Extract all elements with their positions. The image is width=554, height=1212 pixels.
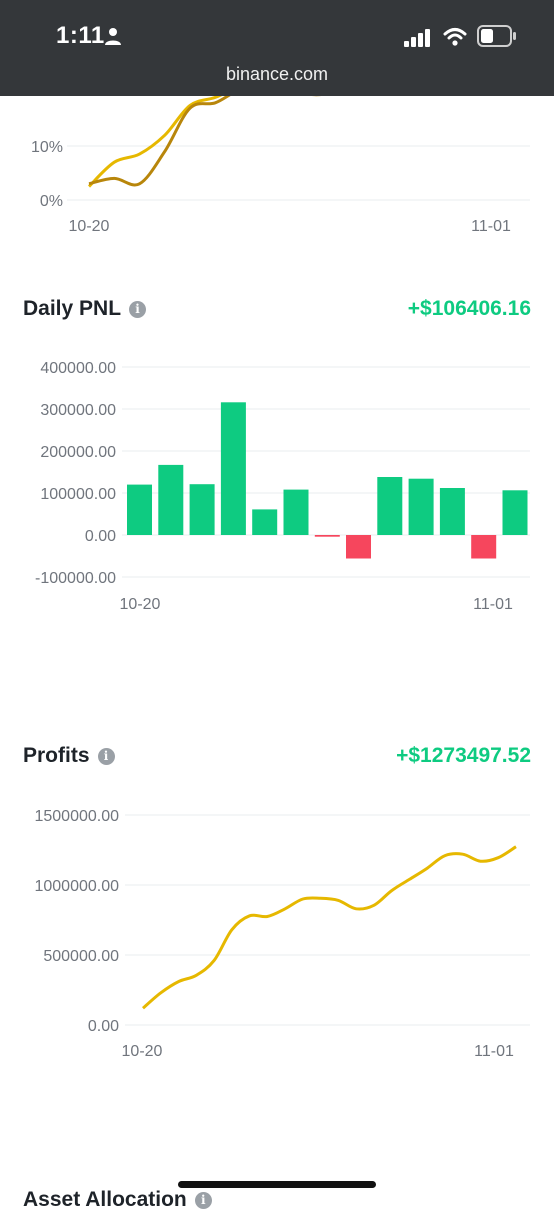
pnl-bar[interactable] [502,490,528,535]
profits-title-text: Profits [23,744,90,767]
pnl-bar[interactable] [471,535,497,559]
wifi-icon [443,28,467,46]
home-indicator[interactable] [178,1181,376,1188]
pnl-x-tick: 10-20 [120,596,161,613]
pnl-bar[interactable] [220,402,246,535]
pnl-y-tick: 300000.00 [40,402,116,419]
profits-y-tick: 0.00 [88,1018,119,1035]
asset-allocation-title-text: Asset Allocation [23,1188,187,1211]
profits-y-tick: 1000000.00 [34,878,119,895]
info-icon[interactable]: i [194,1191,212,1209]
profits-x-tick: 11-01 [474,1043,514,1060]
pnl-bar[interactable] [377,477,403,535]
profits-y-tick: 1500000.00 [34,808,119,825]
roi-x-tick: 11-01 [471,218,511,235]
battery-icon [477,25,516,47]
pnl-bar[interactable] [408,478,434,535]
daily-pnl-title-text: Daily PNL [23,297,122,320]
pnl-bar[interactable] [283,489,309,535]
status-time: 1:11 [56,22,105,49]
address-bar-url[interactable]: binance.com [225,64,329,84]
pnl-bar[interactable] [252,509,278,535]
pnl-y-tick: 100000.00 [40,486,116,503]
daily-pnl-value: +$106406.16 [407,297,531,320]
roi-y-tick: 10% [31,139,63,156]
daily-pnl-chart: 400000.00 300000.00 200000.00 100000.00 0.00… [35,360,530,613]
person-icon [105,28,121,45]
info-icon[interactable]: i [129,300,147,318]
info-icon[interactable]: i [97,747,115,765]
roi-series-line [88,84,393,187]
pnl-y-tick: 200000.00 [40,444,116,461]
pnl-y-tick: 0.00 [85,528,116,545]
browser-status-bar: 1:11 binance.com [0,0,554,96]
profits-x-tick: 10-20 [122,1043,163,1060]
cellular-signal-icon [404,29,430,47]
pnl-bar[interactable] [314,535,340,537]
roi-y-tick: 0% [40,193,63,210]
daily-pnl-title: Daily PNL i [23,297,147,321]
pnl-bar[interactable] [158,464,184,535]
profits-y-tick: 500000.00 [43,948,119,965]
profits-title: Profits i [23,744,115,768]
profits-line [142,845,517,1010]
pnl-bar[interactable] [346,535,371,559]
profits-value: +$1273497.52 [396,744,531,767]
pnl-y-tick: -100000.00 [35,570,116,587]
roi-series-line [87,82,393,188]
roi-x-tick: 10-20 [69,218,110,235]
pnl-x-tick: 11-01 [473,596,513,613]
pnl-bar[interactable] [439,488,465,535]
pnl-bar[interactable] [189,484,215,535]
pnl-bar[interactable] [127,484,152,535]
pnl-y-tick: 400000.00 [40,360,116,377]
asset-allocation-title: Asset Allocation i [23,1188,212,1212]
